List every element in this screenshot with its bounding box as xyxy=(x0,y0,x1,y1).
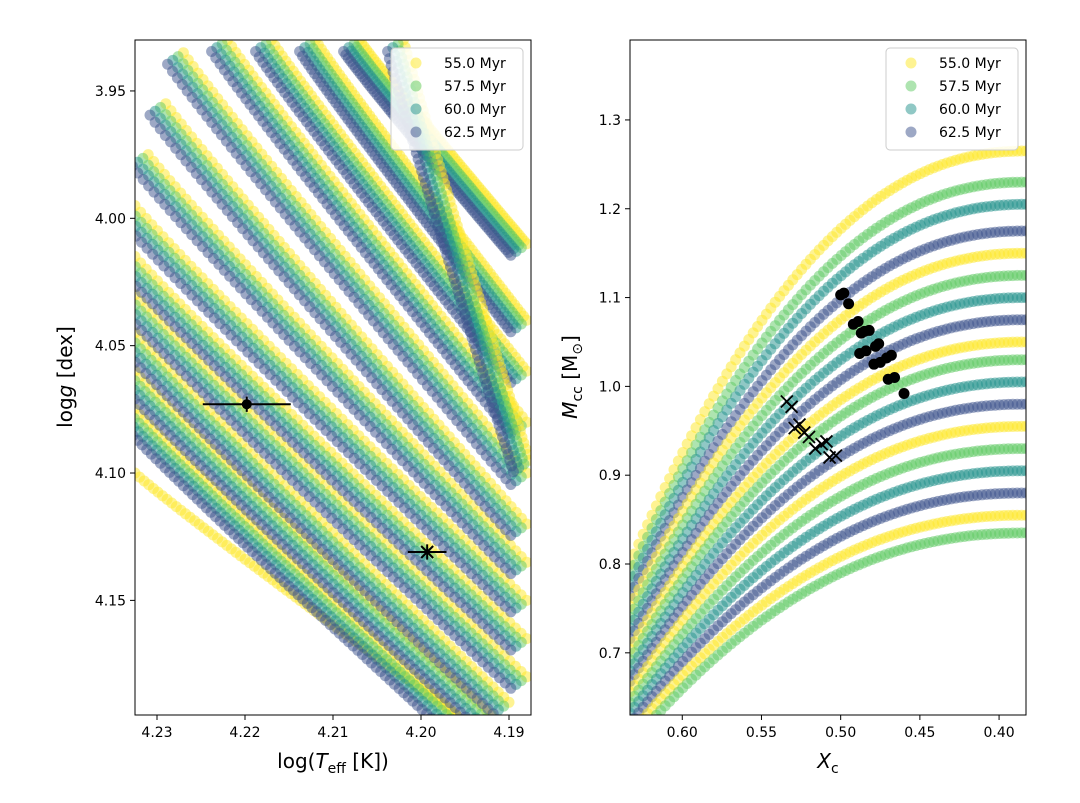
left-panel: 4.23 4.22 4.21 4.20 4.19 3.95 4.00 4.05 4.10 4.15… xyxy=(53,39,532,777)
left-model-point xyxy=(135,268,136,273)
left-x-tick-label: 4.22 xyxy=(229,725,260,741)
left-model-point xyxy=(505,249,517,261)
left-model-point xyxy=(470,721,481,732)
left-model-point xyxy=(124,388,135,399)
left-model-point xyxy=(135,306,136,312)
left-model-point xyxy=(119,412,130,423)
left-model-point xyxy=(505,682,517,694)
left-model-point xyxy=(135,411,136,415)
left-model-point xyxy=(119,297,130,308)
legend-label: 55.0 Myr xyxy=(444,56,506,72)
left-model-point xyxy=(114,301,125,312)
left-model-point xyxy=(135,227,136,233)
left-model-point xyxy=(436,712,446,715)
left-model-point xyxy=(465,716,476,727)
left-model-point xyxy=(124,379,135,390)
legend-label: 62.5 Myr xyxy=(444,125,506,141)
left-model-point xyxy=(135,315,136,322)
left-model-point xyxy=(135,277,136,284)
left-model-point xyxy=(135,217,136,223)
left-model-point xyxy=(505,326,517,338)
left-model-point xyxy=(135,258,136,262)
left-model-point xyxy=(460,711,471,715)
left-y-tick-label: 4.00 xyxy=(95,211,126,227)
left-x-tick-label: 4.23 xyxy=(141,725,172,741)
left-model-point xyxy=(123,425,134,436)
left-model-point xyxy=(487,708,499,715)
legend-label: 60.0 Myr xyxy=(444,102,506,118)
left-x-tick-label: 4.19 xyxy=(493,725,524,741)
left-x-axis-label: log(Teff [K]) xyxy=(277,749,389,777)
legend-marker xyxy=(410,126,422,138)
right-panel: 0.60 0.55 0.50 0.45 0.400.70.80.91.01.11.21.… xyxy=(558,39,1027,777)
left-model-point xyxy=(119,269,130,280)
left-model-point xyxy=(119,307,130,318)
left-model-point xyxy=(426,712,436,715)
obs-circle-marker xyxy=(241,399,252,410)
right-model-points xyxy=(630,145,1026,715)
left-model-point xyxy=(440,717,451,728)
left-legend: 55.0 Myr 57.5 Myr 60.0 Myr 62.5 Myr xyxy=(390,47,524,151)
left-model-point xyxy=(505,568,517,580)
left-model-point xyxy=(505,606,517,618)
left-model-point xyxy=(114,263,125,274)
left-y-tick-label: 4.05 xyxy=(95,339,126,355)
left-x-tick-label: 4.21 xyxy=(317,725,348,741)
left-model-point xyxy=(114,415,125,426)
left-model-point xyxy=(471,712,481,715)
left-model-point xyxy=(507,466,519,478)
legend-marker xyxy=(410,57,422,69)
left-model-point xyxy=(119,383,130,394)
left-y-tick-label: 3.95 xyxy=(95,84,126,100)
left-model-point xyxy=(505,644,517,656)
left-y-tick-label: 4.10 xyxy=(95,466,126,482)
left-model-point xyxy=(475,717,486,728)
legend-label: 57.5 Myr xyxy=(444,79,506,95)
left-model-point xyxy=(114,377,125,388)
left-model-point xyxy=(124,417,135,428)
left-model-point xyxy=(135,373,136,377)
left-x-tick-label: 4.20 xyxy=(405,725,436,741)
left-model-point xyxy=(119,373,130,384)
left-model-point xyxy=(135,297,136,300)
left-model-points xyxy=(114,40,531,732)
left-y-axis-label: logg [dex] xyxy=(53,326,77,428)
legend-marker xyxy=(410,103,422,115)
legend-marker xyxy=(410,80,422,92)
left-model-point xyxy=(505,479,517,490)
left-model-point xyxy=(119,259,130,270)
left-model-point xyxy=(118,421,129,432)
left-model-point xyxy=(505,529,517,541)
left-y-tick-label: 4.15 xyxy=(95,593,126,609)
